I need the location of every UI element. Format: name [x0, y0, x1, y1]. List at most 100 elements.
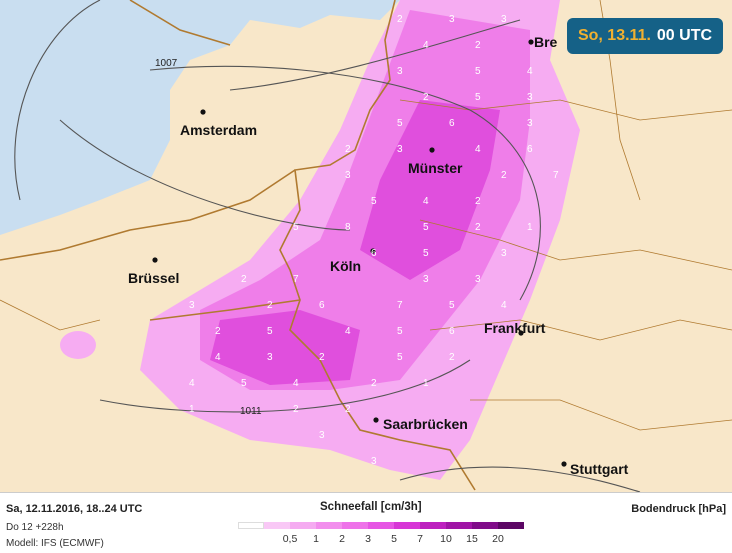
grid-value: 2: [319, 352, 325, 363]
grid-value: 5: [423, 248, 429, 259]
grid-value: 4: [189, 378, 195, 389]
grid-value: 7: [293, 274, 299, 285]
city-label: Bre: [534, 34, 558, 50]
city-label: Münster: [408, 160, 463, 176]
grid-value: 2: [397, 14, 403, 25]
city-marker: [373, 417, 379, 423]
scale-swatch: [498, 522, 524, 529]
city-marker: [152, 257, 158, 263]
forecast-time: 00 UTC: [656, 27, 713, 44]
grid-value: 3: [475, 274, 481, 285]
model-run: Sa, 12.11.2016, 18..24 UTC: [6, 503, 143, 515]
scale-swatch: [394, 522, 420, 529]
scale-swatch: [290, 522, 316, 529]
grid-value: 1: [527, 222, 533, 233]
grid-value: 5: [371, 196, 377, 207]
grid-value: 6: [319, 300, 325, 311]
grid-value: 2: [475, 40, 481, 51]
grid-value: 4: [215, 352, 221, 363]
grid-value: 2: [371, 378, 377, 389]
grid-value: 3: [397, 66, 403, 77]
grid-value: 4: [423, 40, 429, 51]
city-label: Stuttgart: [570, 461, 629, 477]
grid-value: 2: [215, 326, 221, 337]
grid-value: 4: [345, 326, 351, 337]
city-marker: [561, 461, 567, 467]
scale-tick: 15: [466, 533, 478, 545]
legend-footer: Sa, 12.11.2016, 18..24 UTC Do 12 +228h M…: [0, 492, 732, 553]
grid-value: 3: [267, 352, 273, 363]
city-label: Brüssel: [128, 270, 179, 286]
scale-tick: 7: [417, 533, 423, 545]
city-marker: [429, 147, 435, 153]
grid-value: 2: [267, 300, 273, 311]
grid-value: 5: [397, 118, 403, 129]
grid-value: 4: [475, 144, 481, 155]
grid-value: 3: [319, 430, 325, 441]
grid-value: 2: [293, 404, 299, 415]
color-scale: [238, 522, 524, 529]
pressure-title: Bodendruck [hPa]: [631, 503, 726, 515]
city-marker: [200, 109, 206, 115]
grid-value: 2: [449, 352, 455, 363]
grid-value: 3: [371, 456, 377, 467]
city-label: Frankfurt: [484, 320, 546, 336]
grid-value: 5: [397, 352, 403, 363]
scale-swatch: [264, 522, 290, 529]
lead-time: Do 12 +228h: [6, 522, 64, 533]
cities: Amsterdam Münster Brüssel Köln Frankfurt Saar…: [128, 34, 629, 477]
scale-swatch: [472, 522, 498, 529]
grid-value: 2: [475, 196, 481, 207]
grid-value: 6: [371, 248, 377, 259]
snow-area-dark: [210, 100, 500, 385]
legend-title: Schneefall [cm/3h]: [320, 501, 422, 513]
grid-value: 5: [241, 378, 247, 389]
grid-value: 4: [423, 196, 429, 207]
region-borders: [0, 0, 732, 431]
grid-value: 5: [475, 92, 481, 103]
scale-swatch: [368, 522, 394, 529]
grid-value: 3: [189, 300, 195, 311]
grid-value: 5: [293, 222, 299, 233]
isobars: [14, 0, 641, 492]
grid-value: 4: [527, 66, 533, 77]
sea: [0, 0, 400, 235]
grid-value: 3: [423, 274, 429, 285]
grid-value: 6: [527, 144, 533, 155]
snowfall-map: 1007 1011 Amsterdam Münster Brüssel Köln Fra…: [0, 0, 732, 492]
scale-tick: 1: [313, 533, 319, 545]
grid-value: 2: [345, 144, 351, 155]
forecast-date: So, 13.11.: [577, 27, 651, 44]
grid-value: 5: [397, 326, 403, 337]
model-name: Modell: IFS (ECMWF): [6, 538, 104, 549]
scale-ticks: 0,5 1 2 3 5 7 10 15 20: [238, 533, 538, 547]
grid-value: 1: [423, 378, 429, 389]
scale-swatch: [342, 522, 368, 529]
grid-value: 2: [501, 170, 507, 181]
grid-value: 5: [449, 300, 455, 311]
grid-value: 5: [423, 222, 429, 233]
scale-swatch: [238, 522, 264, 529]
city-label: Amsterdam: [180, 122, 257, 138]
city-marker: [528, 39, 534, 45]
city-label: Saarbrücken: [383, 416, 468, 432]
grid-value: 1: [189, 404, 195, 415]
country-borders: [0, 0, 476, 491]
grid-value: 2: [423, 92, 429, 103]
scale-tick: 20: [492, 533, 504, 545]
grid-value: 2: [475, 222, 481, 233]
grid-value: 3: [397, 144, 403, 155]
city-marker: [370, 248, 376, 254]
grid-value: 4: [501, 300, 507, 311]
scale-tick: 3: [365, 533, 371, 545]
grid-value: 8: [345, 222, 351, 233]
scale-swatch: [316, 522, 342, 529]
grid-value: 3: [527, 92, 533, 103]
grid-value: 7: [553, 170, 559, 181]
grid-value: 7: [397, 300, 403, 311]
scale-tick: 0,5: [282, 533, 298, 545]
isobar-label: 1007: [155, 58, 178, 69]
grid-value: 3: [527, 118, 533, 129]
grid-value: 5: [475, 66, 481, 77]
scale-swatch: [420, 522, 446, 529]
